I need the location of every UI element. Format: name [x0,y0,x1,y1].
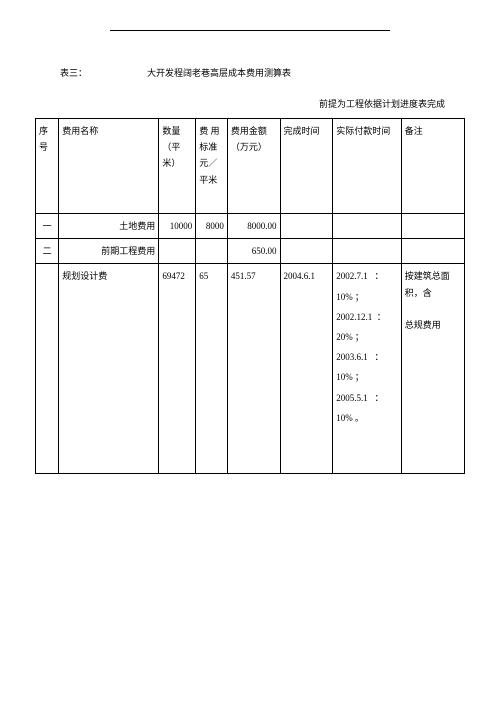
header-pay: 实际付款时间 [333,119,402,214]
cell-seq: 二 [36,239,59,264]
cell-seq: 一 [36,214,59,239]
title-row: 表三： 大开发程阔老巷高层成本费用测算表 [35,66,465,79]
table-row: 二 前期工程费用 650.00 [36,239,465,264]
header-amt: 费用金额（万元） [227,119,280,214]
cell-note [401,239,464,264]
cell-pay: 2002.7.1 ： 10% ； 2002.12.1 ： 20% ； 2003.… [333,264,402,474]
cell-note [401,214,464,239]
cell-comp: 2004.6.1 [280,264,333,474]
header-name: 费用名称 [59,119,159,214]
cell-name: 前期工程费用 [59,239,159,264]
cell-name: 土地费用 [59,214,159,239]
cell-qty: 10000 [159,214,196,239]
cost-table: 序号 费用名称 数量（平米） 费 用标准 元／ 平米 费用金额（万元） 完成时间… [35,118,465,474]
cell-pay [333,239,402,264]
title-label: 表三： [60,66,87,79]
cell-comp [280,214,333,239]
cell-pay [333,214,402,239]
cell-amt: 451.57 [227,264,280,474]
header-comp: 完成时间 [280,119,333,214]
cell-amt: 8000.00 [227,214,280,239]
table-row: 一 土地费用 10000 8000 8000.00 [36,214,465,239]
header-std: 费 用标准 元／ 平米 [196,119,228,214]
cell-qty [159,239,196,264]
header-note: 备注 [401,119,464,214]
cell-std: 8000 [196,214,228,239]
table-row: 规划设计费 69472 65 451.57 2004.6.1 2002.7.1 … [36,264,465,474]
cell-note: 按建筑总面积，含 总规费用 [401,264,464,474]
table-header-row: 序号 费用名称 数量（平米） 费 用标准 元／ 平米 费用金额（万元） 完成时间… [36,119,465,214]
cell-std [196,239,228,264]
header-seq: 序号 [36,119,59,214]
cell-qty: 69472 [159,264,196,474]
cell-comp [280,239,333,264]
subtitle: 前提为工程依据计划进度表完成 [35,97,445,110]
top-divider [110,30,390,31]
header-qty: 数量（平米） [159,119,196,214]
cell-seq [36,264,59,474]
title-text: 大开发程阔老巷高层成本费用测算表 [147,66,291,79]
cell-amt: 650.00 [227,239,280,264]
cell-std: 65 [196,264,228,474]
cell-name: 规划设计费 [59,264,159,474]
